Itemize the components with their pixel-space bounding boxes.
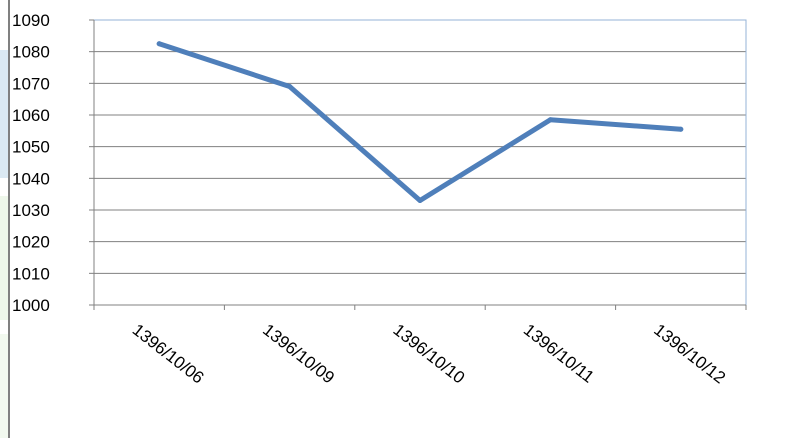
data-point [678,126,684,132]
y-tick-label: 1050 [12,138,50,157]
series-line [156,41,684,203]
y-tick-label: 1060 [12,106,50,125]
plot-area-border [93,19,747,306]
x-tick-label: 1396/10/06 [129,320,208,387]
y-tick-label: 1070 [12,74,50,93]
data-point [156,41,162,47]
x-axis: 1396/10/06 1396/10/09 1396/10/10 1396/10/11… [93,305,747,388]
left-divider-line [8,0,10,438]
x-tick-label: 1396/10/11 [520,320,598,387]
data-point [547,117,553,123]
x-tick-label: 1396/10/12 [650,320,729,387]
y-tick-label: 1040 [12,169,50,188]
x-tick-label: 1396/10/09 [259,320,338,387]
y-tick-label: 1080 [12,43,50,62]
data-point [287,84,293,89]
decorative-band [0,334,8,438]
decorative-band [0,50,8,178]
gridlines [93,19,747,306]
decorative-band [0,196,8,320]
y-tick-label: 1020 [12,233,50,252]
y-axis: 1000 1010 1020 1030 1040 1050 1060 1070 1080 1090 [12,11,746,315]
y-tick-label: 1090 [12,11,50,30]
y-tick-label: 1030 [12,201,50,220]
y-tick-label: 1000 [12,296,50,315]
y-tick-label: 1010 [12,264,50,283]
series [156,41,684,203]
x-tick-label: 1396/10/10 [390,320,469,387]
data-point [417,198,423,203]
